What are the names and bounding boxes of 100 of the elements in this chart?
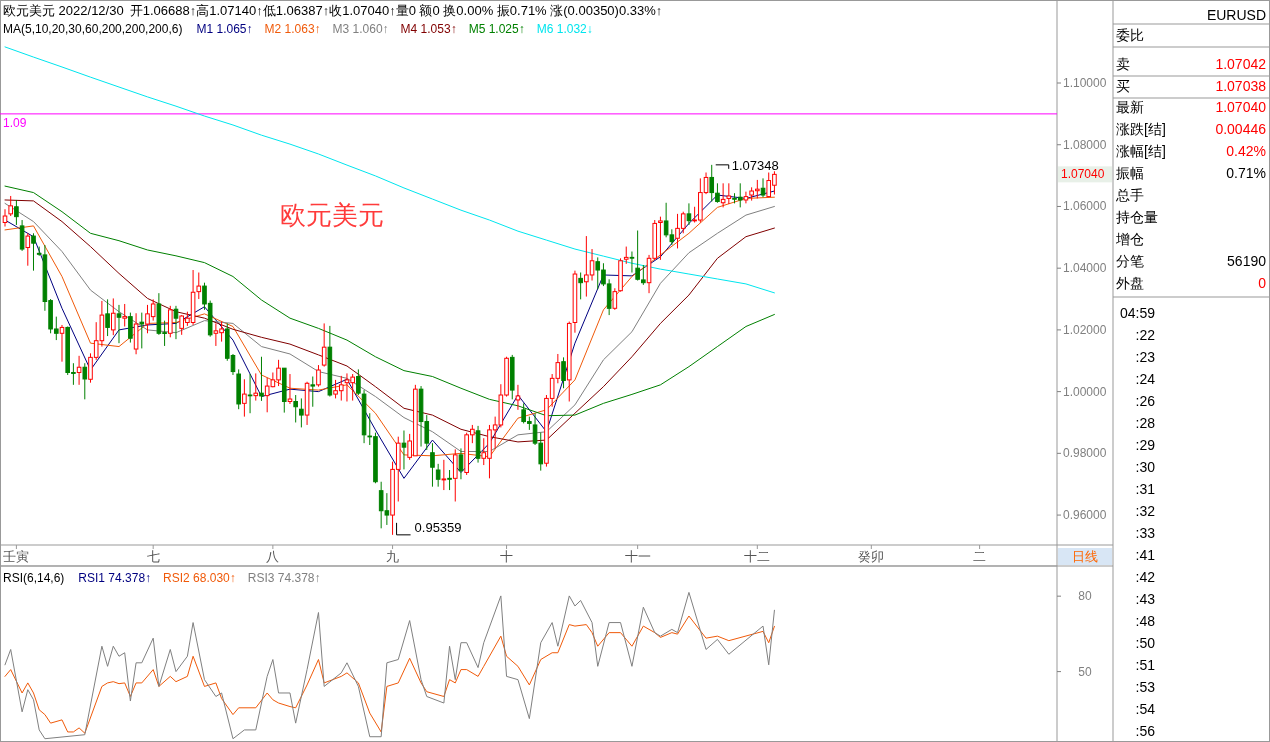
- x-tick-label: 二: [973, 549, 987, 564]
- category-label: 总手: [1115, 187, 1144, 203]
- text: 1.07040: [1215, 99, 1266, 115]
- y-tick-label: 1.08000: [1063, 137, 1107, 152]
- text: EURUSD: [1206, 7, 1266, 23]
- candlestick: [167, 305, 173, 338]
- x-tick-label: 癸卯: [858, 549, 885, 564]
- text: RSI3 74.378↑: [247, 571, 321, 585]
- text: :24: [1135, 371, 1156, 387]
- category-label: 涨跌[结]: [1116, 121, 1166, 137]
- x-tick-label: 十一: [624, 549, 651, 564]
- legend-title: MA(5,10,20,30,60,200,200,200,6): [3, 22, 183, 36]
- text: :30: [1135, 459, 1156, 475]
- line-series: [4, 615, 775, 734]
- candlestick: [310, 376, 316, 408]
- candlestick: [578, 272, 583, 300]
- line-series: [4, 591, 775, 740]
- candlestick: [76, 355, 82, 386]
- candlestick: [8, 195, 13, 217]
- candlestick: [196, 272, 202, 300]
- chart-title: 欧元美元 2022/12/30: [3, 3, 124, 18]
- candlestick: [658, 216, 663, 261]
- y-tick-label: 80: [1078, 589, 1092, 604]
- y-tick-label: 1.00000: [1063, 384, 1107, 399]
- candlestick: [247, 373, 253, 414]
- candlestick: [321, 322, 327, 368]
- text: :53: [1135, 679, 1156, 695]
- ref-line-label: 1.09: [3, 115, 27, 130]
- annotation: 1.07348: [731, 157, 779, 173]
- text: M1 1.065↑: [196, 22, 253, 36]
- candlestick: [31, 232, 36, 272]
- category-label: 外盘: [1116, 275, 1144, 291]
- candlestick: [59, 324, 65, 363]
- text: RSI2 68.030↑: [163, 571, 236, 585]
- legend-label: RSI1 74.378↑: [78, 571, 152, 585]
- candlestick: [441, 459, 447, 491]
- text: :32: [1135, 503, 1156, 519]
- text: :26: [1135, 393, 1156, 409]
- candlestick: [686, 202, 692, 226]
- candlestick: [709, 164, 715, 203]
- y-tick-label: 0.98000: [1063, 446, 1107, 461]
- category-label: 委比: [1116, 27, 1144, 43]
- text: 1.07042: [1215, 56, 1266, 72]
- text: :56: [1135, 723, 1156, 739]
- candlestick: [515, 384, 521, 411]
- candlestick: [139, 312, 145, 349]
- text: M3 1.060↑: [332, 22, 389, 36]
- candlestick: [452, 448, 458, 502]
- x-tick-label: 十: [500, 549, 514, 564]
- candlestick: [122, 303, 127, 328]
- candlestick: [19, 219, 25, 252]
- text: M6 1.032↓: [536, 22, 593, 36]
- legend-title: RSI(6,14,6): [3, 571, 65, 585]
- annotation: 欧元美元: [280, 200, 384, 230]
- candlestick: [259, 356, 264, 402]
- text: :28: [1135, 415, 1156, 431]
- x-tick-label: 十二: [744, 549, 771, 564]
- candlestick: [435, 463, 441, 488]
- text: :48: [1135, 613, 1156, 629]
- category-label: 卖: [1116, 56, 1130, 72]
- y-tick-label: 1.10000: [1063, 76, 1107, 91]
- candlestick: [401, 430, 407, 470]
- text: 0.42%: [1226, 143, 1266, 159]
- text: 日线: [1072, 549, 1098, 564]
- text: :43: [1135, 591, 1156, 607]
- y-tick-label: 1.06000: [1063, 199, 1107, 214]
- candlestick: [715, 182, 720, 204]
- candlestick: [82, 362, 88, 400]
- x-tick-label: 七: [146, 549, 160, 564]
- category-label: 买: [1116, 78, 1130, 94]
- category-label: 涨幅[结]: [1116, 143, 1166, 159]
- text: :50: [1135, 635, 1156, 651]
- candlestick: [242, 378, 247, 418]
- y-tick-label: 50: [1078, 664, 1092, 679]
- text: M5 1.025↑: [468, 22, 525, 36]
- text: 1.07040: [1061, 167, 1105, 182]
- text: M2 1.063↑: [264, 22, 321, 36]
- text: 04:59: [1119, 305, 1156, 321]
- candlestick: [253, 372, 259, 402]
- text: 56190: [1227, 253, 1266, 269]
- candlestick: [720, 182, 726, 208]
- candlestick: [743, 191, 749, 204]
- text: :31: [1135, 481, 1156, 497]
- text: M4 1.053↑: [400, 22, 457, 36]
- y-tick-label: 1.02000: [1063, 322, 1107, 337]
- category-label: 振幅: [1116, 165, 1144, 181]
- chart-subtitle: 开1.06688↑高1.07140↑低1.06387↑收1.07040↑量0 额0 换0.00% 振0.71% 涨(0.00350)0.33%↑: [129, 3, 663, 18]
- text: :41: [1135, 547, 1156, 563]
- candlestick: [726, 182, 732, 205]
- y-tick-label: 1.04000: [1063, 261, 1107, 276]
- x-tick-label: 九: [386, 549, 400, 564]
- category-label: 持仓量: [1116, 209, 1158, 225]
- category-label: 增仓: [1115, 231, 1144, 247]
- category-label: 分笔: [1116, 253, 1144, 269]
- candlestick: [105, 298, 110, 337]
- text: :54: [1135, 701, 1156, 717]
- x-tick-label: 壬寅: [3, 549, 30, 564]
- y-tick-label: 0.96000: [1063, 508, 1107, 523]
- candlestick: [293, 394, 298, 423]
- candlestick: [128, 312, 133, 344]
